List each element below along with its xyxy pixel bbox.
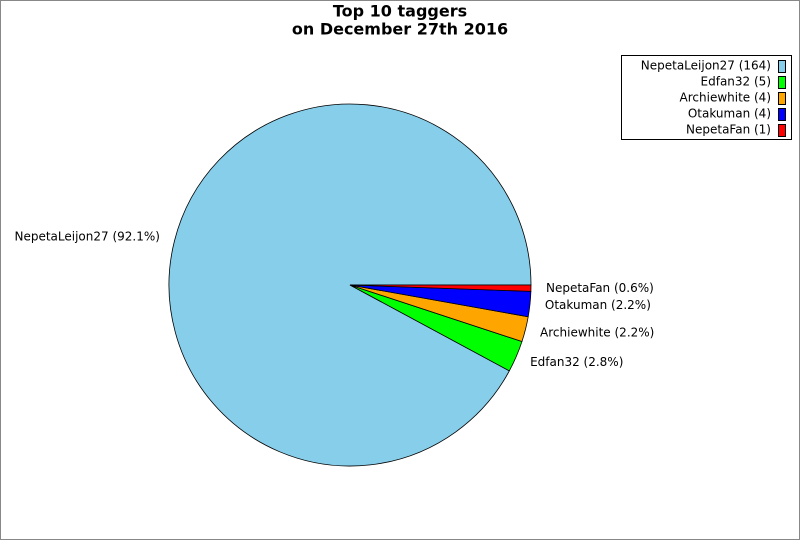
slice-label: Otakuman (2.2%) <box>545 298 651 312</box>
legend-label: Otakuman (4) <box>688 107 771 121</box>
slice-label: NepetaFan (0.6%) <box>546 281 654 295</box>
legend-swatch <box>778 108 786 121</box>
chart-subtitle: on December 27th 2016 <box>292 20 508 39</box>
legend-swatch <box>778 76 786 89</box>
slice-label: Edfan32 (2.8%) <box>530 355 623 369</box>
pie: NepetaLeijon27 (92.1%) Edfan32 (2.8%) Arch… <box>14 103 654 467</box>
legend-label: NepetaLeijon27 (164) <box>641 59 771 73</box>
legend-swatch <box>778 60 786 73</box>
legend-box <box>621 55 792 140</box>
legend-swatch <box>778 92 786 105</box>
pie-slice <box>349 284 532 292</box>
legend: NepetaLeijon27 (164) Edfan32 (5) Archiewhi… <box>621 55 792 140</box>
legend-label: Archiewhite (4) <box>680 91 771 105</box>
slice-label: NepetaLeijon27 (92.1%) <box>14 230 159 244</box>
legend-swatch <box>778 124 786 137</box>
legend-label: NepetaFan (1) <box>686 123 771 137</box>
slice-label: Archiewhite (2.2%) <box>540 325 654 339</box>
legend-label: Edfan32 (5) <box>701 75 771 89</box>
chart-title: Top 10 taggers <box>333 2 467 21</box>
